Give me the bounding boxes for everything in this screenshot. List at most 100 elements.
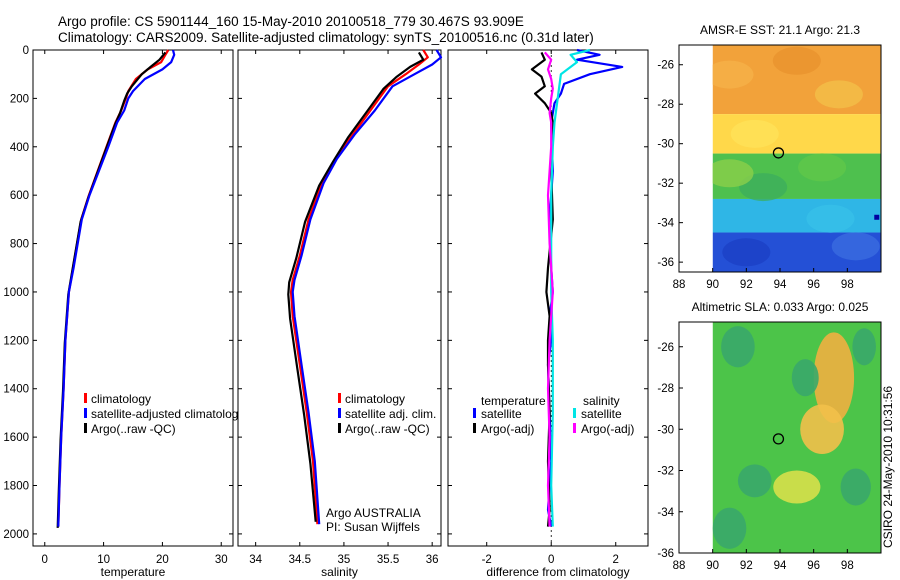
- salinity-annotation: Argo AUSTRALIA: [326, 506, 421, 520]
- difference-xtick-label: 2: [613, 554, 619, 566]
- temperature-xtick-label: 0: [42, 554, 48, 566]
- sst-lat-label: -28: [657, 99, 674, 111]
- depth-tick-label: 400: [10, 142, 29, 154]
- temperature-legend-swatch: [84, 393, 87, 403]
- difference-xlabel: difference from climatology: [486, 565, 629, 579]
- sla-lon-label: 90: [706, 560, 719, 572]
- salinity-frame: [237, 49, 442, 547]
- sla-lon-label: 98: [841, 560, 854, 572]
- map-sst: AMSR-E SST: 21.1 Argo: 21.3 88 90 92 94 96 98 -…: [657, 23, 882, 291]
- temperature-legend-swatch: [84, 423, 87, 433]
- sla-lat-label: -32: [657, 466, 674, 478]
- salinity-legend-swatch: [338, 393, 341, 403]
- sst-argo-location-marker: [772, 147, 785, 159]
- depth-tick-label: 0: [23, 45, 29, 57]
- sst-lon-label: 92: [740, 279, 753, 291]
- depth-tick-label: 600: [10, 190, 29, 202]
- temperature-legend-label: satellite-adjusted climatology: [91, 407, 244, 421]
- salinity-xtick-label: 35.5: [377, 554, 399, 566]
- sla-data-field: [712, 322, 881, 553]
- difference-xtick-label: 0: [548, 554, 554, 566]
- sla-lon-label: 96: [807, 560, 820, 572]
- sst-texture-blob: [712, 60, 754, 89]
- salinity-legend-label: Argo(..raw -QC): [345, 422, 430, 436]
- difference-series-salinity-satellite: [550, 48, 591, 527]
- sst-lon-label: 98: [841, 279, 854, 291]
- sst-texture-blob: [814, 80, 863, 109]
- sla-lat-label: -26: [657, 342, 674, 354]
- sst-lat-label: -36: [657, 257, 674, 269]
- salinity-legend-label: satellite adj. clim.: [345, 407, 436, 421]
- sst-texture-blob: [798, 153, 847, 182]
- sst-lon-label: 94: [774, 279, 787, 291]
- depth-tick-label: 1600: [3, 432, 29, 444]
- salinity-series-argo-raw-qc-: [287, 51, 425, 522]
- difference-legend-label: Argo(-adj): [481, 422, 534, 436]
- sst-texture-blob: [806, 204, 855, 233]
- sst-lat-label: -34: [657, 218, 674, 230]
- map-sla: Altimetric SLA: 0.033 Argo: 0.025 88 90 92 9…: [657, 300, 882, 572]
- temperature-frame: [32, 49, 234, 547]
- difference-legend-swatch: [573, 408, 576, 418]
- sst-map-title: AMSR-E SST: 21.1 Argo: 21.3: [700, 23, 860, 37]
- sla-lon-label: 94: [774, 560, 787, 572]
- depth-tick-label: 200: [10, 93, 29, 105]
- difference-legend-label: temperature: [481, 394, 546, 408]
- sst-texture-blob: [712, 159, 754, 188]
- sst-lat-label: -32: [657, 178, 674, 190]
- header-line-2: Climatology: CARS2009. Satellite-adjuste…: [58, 30, 594, 45]
- sst-texture-blob: [722, 238, 771, 267]
- depth-tick-label: 1000: [3, 287, 29, 299]
- difference-legend-swatch: [573, 423, 576, 433]
- depth-tick-label: 1400: [3, 384, 29, 396]
- temperature-legend-label: climatology: [91, 392, 151, 406]
- sla-argo-location-marker: [772, 433, 785, 445]
- depth-tick-label: 2000: [3, 529, 29, 541]
- panel-salinity: 34 34.5 35 35.5 36 salinity climatologysatelli…: [237, 49, 443, 579]
- salinity-xtick-label: 34: [249, 554, 262, 566]
- sla-anomaly-blob: [840, 468, 871, 506]
- sla-lat-label: -34: [657, 507, 674, 519]
- difference-legend-swatch: [473, 423, 476, 433]
- sla-anomaly-blob: [712, 507, 747, 549]
- sla-lat-label: -28: [657, 383, 674, 395]
- sst-texture-blob: [772, 46, 821, 75]
- salinity-xtick-label: 34.5: [289, 554, 311, 566]
- difference-xtick-label: -2: [482, 554, 492, 566]
- sst-lat-label: -30: [657, 139, 674, 151]
- sst-texture-blob: [730, 119, 779, 148]
- temperature-xtick-label: 20: [156, 554, 169, 566]
- sla-anomaly-blob: [737, 464, 772, 498]
- sst-lat-label: -26: [657, 60, 674, 72]
- temperature-xlabel: temperature: [101, 565, 166, 579]
- temperature-legend-label: Argo(..raw -QC): [91, 422, 176, 436]
- sst-texture-blob: [831, 232, 880, 261]
- salinity-xtick-label: 36: [426, 554, 439, 566]
- depth-tick-label: 800: [10, 239, 29, 251]
- salinity-series-satellite-adj-clim-: [291, 49, 443, 525]
- sla-lon-label: 92: [740, 560, 753, 572]
- difference-legend-label: satellite: [481, 407, 522, 421]
- sla-lon-label: 88: [673, 560, 686, 572]
- salinity-xtick-label: 35: [338, 554, 351, 566]
- temperature-xtick-label: 30: [215, 554, 228, 566]
- difference-series-salinity-argo-adj-: [543, 51, 554, 527]
- sla-lat-label: -30: [657, 424, 674, 436]
- sst-lon-label: 88: [673, 279, 686, 291]
- sst-lon-label: 90: [706, 279, 719, 291]
- sla-lat-label: -36: [657, 548, 674, 560]
- salinity-legend-label: climatology: [345, 392, 405, 406]
- sla-anomaly-blob: [852, 328, 876, 366]
- difference-legend-label: Argo(-adj): [581, 422, 634, 436]
- temperature-legend-swatch: [84, 408, 87, 418]
- temperature-xtick-label: 10: [97, 554, 110, 566]
- sla-anomaly-blob: [791, 359, 819, 397]
- difference-legend-label: salinity: [583, 394, 620, 408]
- depth-tick-label: 1200: [3, 335, 29, 347]
- depth-tick-label: 1800: [3, 481, 29, 493]
- sst-cold-spot: [874, 214, 880, 220]
- header-line-1: Argo profile: CS 5901144_160 15-May-2010…: [58, 14, 524, 29]
- sla-anomaly-blob: [773, 470, 821, 504]
